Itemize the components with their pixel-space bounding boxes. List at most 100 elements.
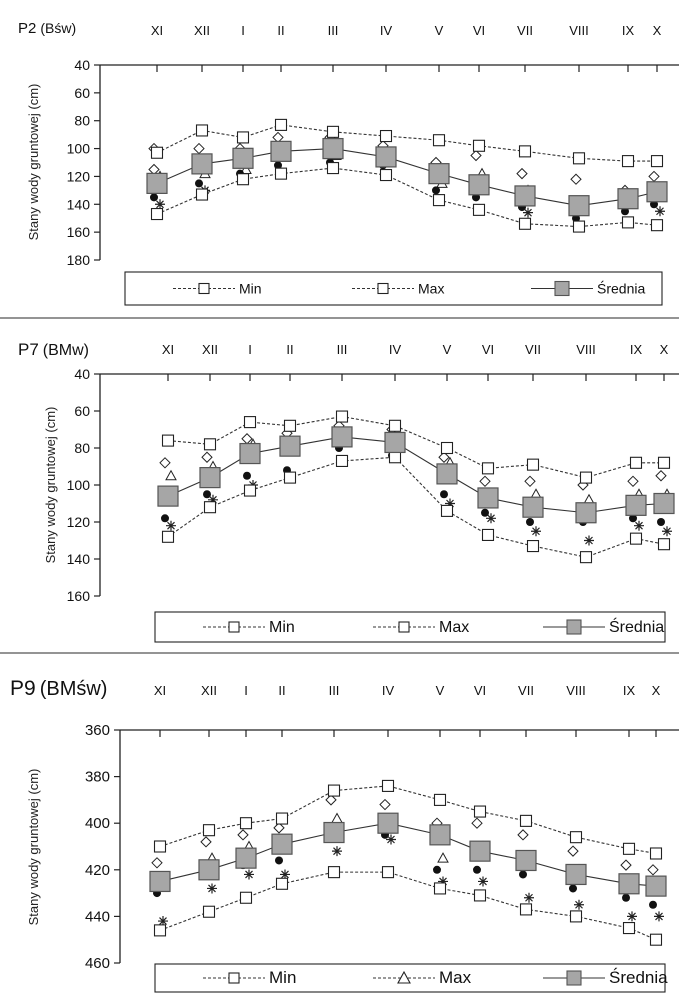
series-point-max: [579, 551, 593, 564]
series-point-min: [326, 125, 340, 138]
series-point-min: [579, 471, 593, 484]
observation-point: [386, 834, 396, 845]
observation-point: [479, 475, 491, 488]
x-tick-label: VI: [482, 342, 494, 357]
observation-point: [332, 846, 342, 857]
series-point-max: [236, 173, 250, 186]
y-axis-label: Stany wody gruntowej (cm): [26, 769, 41, 926]
series-point-srednia: [270, 140, 292, 162]
series-point-max: [195, 188, 209, 201]
x-tick-label: VII: [517, 23, 533, 38]
series-point-srednia: [645, 875, 667, 897]
y-tick-label: 420: [85, 862, 110, 879]
x-tick-label: V: [443, 342, 452, 357]
series-point-srednia: [377, 812, 399, 834]
series-point-max: [202, 905, 216, 918]
x-tick-label: X: [652, 683, 661, 698]
series-line-max: [167, 456, 665, 558]
observation-point: [567, 845, 579, 857]
series-point-min: [203, 438, 217, 451]
observation-point: [155, 199, 165, 210]
series-point-srednia: [625, 494, 647, 516]
series-point-max: [519, 903, 533, 916]
legend-marker: [397, 970, 411, 984]
series-point-max: [621, 216, 635, 229]
observation-point: [531, 526, 541, 537]
y-tick-label: 400: [85, 815, 110, 832]
x-tick-label: VIII: [566, 683, 586, 698]
series-point-min: [440, 441, 454, 455]
observation-point: [244, 869, 254, 880]
series-point-max: [572, 220, 586, 233]
x-tick-label: VI: [473, 23, 485, 38]
series-point-srednia: [232, 147, 254, 169]
series-point-min: [388, 419, 402, 432]
observation-point: [634, 520, 644, 531]
series-point-srednia: [271, 833, 293, 855]
observation-point: [662, 526, 672, 537]
series-point-max: [239, 891, 253, 904]
chart-subtitle: (BMśw): [40, 678, 108, 700]
observation-point: [649, 900, 657, 909]
series-point-srednia: [646, 181, 668, 203]
observation-point: [627, 475, 639, 488]
observation-point: [195, 179, 203, 188]
series-point-srednia: [331, 426, 353, 448]
x-tick-label: IV: [382, 683, 395, 698]
x-tick-label: VII: [518, 683, 534, 698]
series-point-srednia: [198, 859, 220, 881]
observation-point: [280, 869, 290, 880]
y-tick-label: 60: [74, 403, 90, 419]
series-point-max: [472, 203, 486, 216]
observation-point: [486, 513, 496, 524]
series-point-srednia: [468, 174, 490, 196]
x-tick-label: III: [329, 683, 340, 698]
observation-point: [275, 856, 283, 865]
x-tick-label: II: [286, 342, 293, 357]
y-tick-label: 160: [67, 224, 91, 240]
legend-label: Średnia: [597, 280, 645, 297]
y-tick-label: 140: [67, 196, 91, 212]
observation-point: [481, 508, 489, 517]
observation-point: [165, 469, 177, 481]
x-tick-label: IV: [380, 23, 393, 38]
x-tick-label: III: [337, 342, 348, 357]
series-point-min: [473, 805, 487, 818]
series-point-min: [236, 131, 250, 144]
y-tick-label: 60: [74, 85, 90, 101]
observation-point: [655, 470, 667, 482]
series-point-max: [622, 921, 636, 935]
x-tick-label: II: [277, 23, 284, 38]
x-tick-label: VII: [525, 342, 541, 357]
legend-label: Max: [439, 968, 472, 987]
series-point-max: [473, 889, 487, 902]
series-point-min: [150, 146, 164, 159]
x-tick-label: V: [436, 683, 445, 698]
series-point-min: [629, 456, 643, 469]
series-point-srednia: [322, 137, 344, 160]
series-point-min: [283, 419, 297, 432]
observation-point: [273, 822, 285, 834]
observation-point: [438, 876, 448, 887]
observation-point: [654, 911, 664, 922]
observation-point: [237, 829, 249, 841]
legend-label: Max: [418, 281, 444, 297]
chart-title: P7: [18, 340, 39, 359]
series-point-min: [569, 831, 583, 844]
legend-label: Średnia: [609, 617, 664, 636]
observation-point: [325, 794, 337, 806]
series-point-min: [526, 458, 540, 471]
series-point-max: [569, 910, 583, 923]
series-point-min: [153, 840, 167, 853]
observation-point: [647, 864, 659, 876]
series-point-max: [649, 933, 663, 946]
series-point-srednia: [565, 863, 587, 886]
x-tick-label: I: [241, 23, 245, 38]
y-tick-label: 80: [74, 113, 90, 129]
legend-label: Min: [269, 619, 295, 636]
x-tick-label: VIII: [569, 23, 589, 38]
series-point-srednia: [514, 185, 536, 207]
series-point-max: [650, 219, 664, 232]
y-tick-label: 120: [67, 168, 91, 184]
